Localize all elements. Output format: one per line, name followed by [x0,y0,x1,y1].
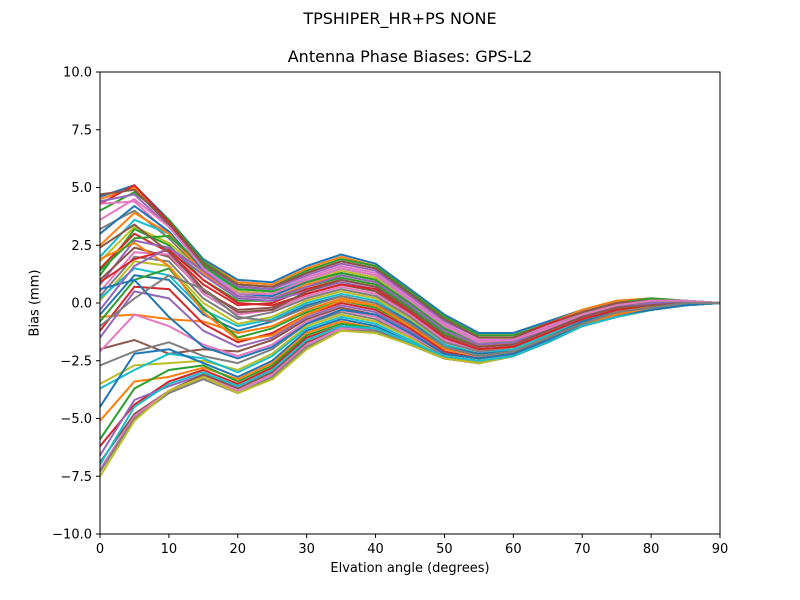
x-tick-label: 80 [643,542,660,557]
y-tick-label: 0.0 [71,297,92,312]
figure-suptitle: TPSHIPER_HR+PS NONE [303,9,497,28]
x-tick-label: 50 [436,542,453,557]
series-line-s48 [99,274,720,358]
y-tick-label: −10.0 [52,528,92,543]
series-line-s6 [99,188,721,339]
x-tick-label: 30 [298,542,315,557]
series-line-s42 [99,241,720,358]
y-tick-label: 10.0 [63,66,92,81]
x-tick-label: 40 [367,542,384,557]
x-tick-label: 90 [712,542,729,557]
x-tick-label: 0 [96,542,104,557]
x-tick-label: 20 [230,542,247,557]
y-tick-label: −2.5 [60,354,92,369]
series-line-s44 [99,248,720,351]
y-tick-label: −5.0 [60,412,92,427]
axes: 0 10 20 30 40 50 60 70 80 90 −10.0 −7.5 −5.0 −2.5 0.0 2… [52,66,728,558]
x-axis-label: Elvation angle (degrees) [330,561,490,576]
chart-title: Antenna Phase Biases: GPS-L2 [287,47,533,66]
x-tick-label: 70 [574,542,591,557]
series-line-s47 [99,198,721,344]
y-tick-label: −7.5 [60,470,92,485]
y-tick-label: 7.5 [71,123,92,138]
series-line-s40 [99,302,721,466]
x-tick-label: 10 [161,542,178,557]
y-tick-label: 5.0 [71,181,92,196]
x-tick-label: 60 [505,542,522,557]
y-tick-label: 2.5 [71,239,92,254]
data-lines [99,184,721,477]
